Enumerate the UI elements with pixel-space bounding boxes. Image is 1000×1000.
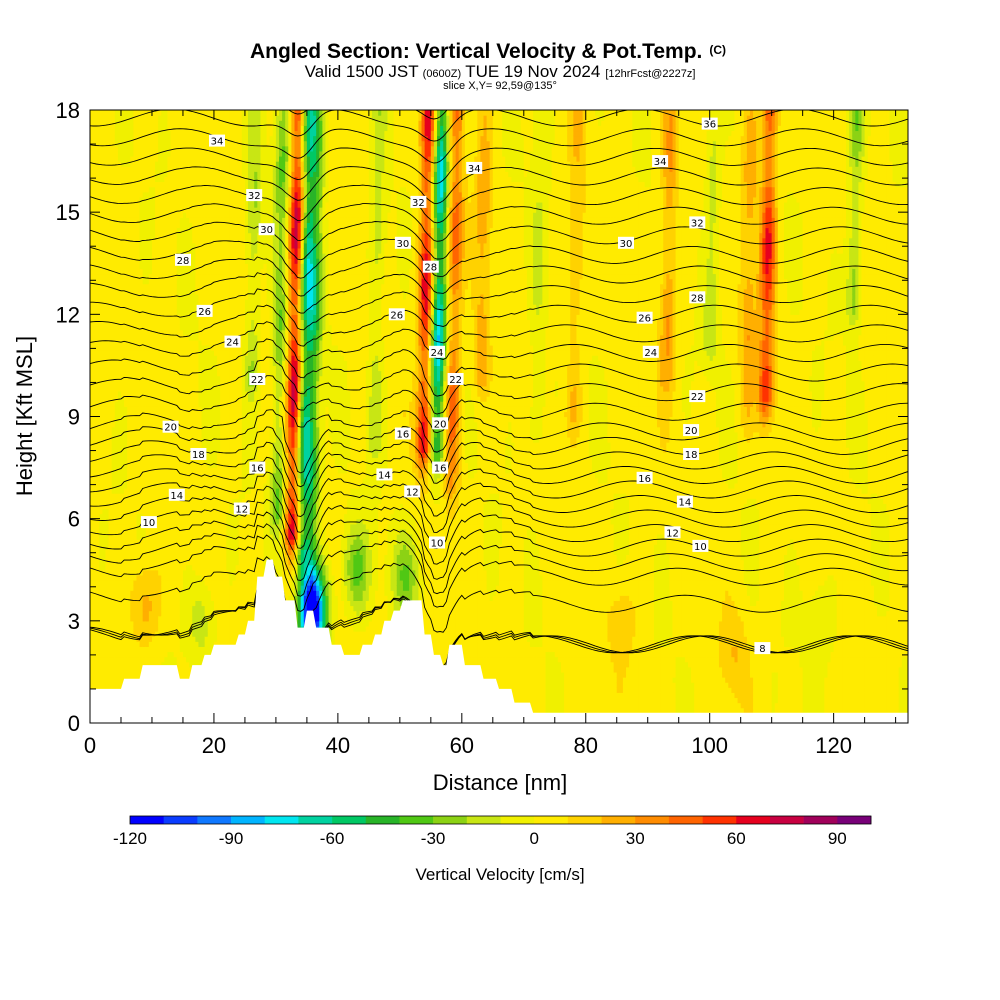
subtitle-forecast: [12hrFcst@2227z] — [605, 68, 695, 80]
velocity-field — [90, 110, 909, 724]
slice-label: slice X,Y= 92,59@135° — [443, 80, 557, 92]
chart-subtitle: Valid 1500 JST (0600Z) TUE 19 Nov 2024 [12h… — [305, 62, 696, 81]
chart-title-unit: (C) — [709, 43, 726, 57]
subtitle-valid: Valid 1500 JST — [305, 62, 419, 81]
subtitle-utc: (0600Z) — [423, 68, 462, 80]
chart-title-main: Angled Section: Vertical Velocity & Pot.… — [250, 40, 702, 63]
subtitle-date: TUE 19 Nov 2024 — [465, 62, 600, 81]
chart-title: Angled Section: Vertical Velocity & Pot.… — [250, 40, 726, 63]
chart-svg: Angled Section: Vertical Velocity & Pot.… — [0, 0, 1000, 1000]
